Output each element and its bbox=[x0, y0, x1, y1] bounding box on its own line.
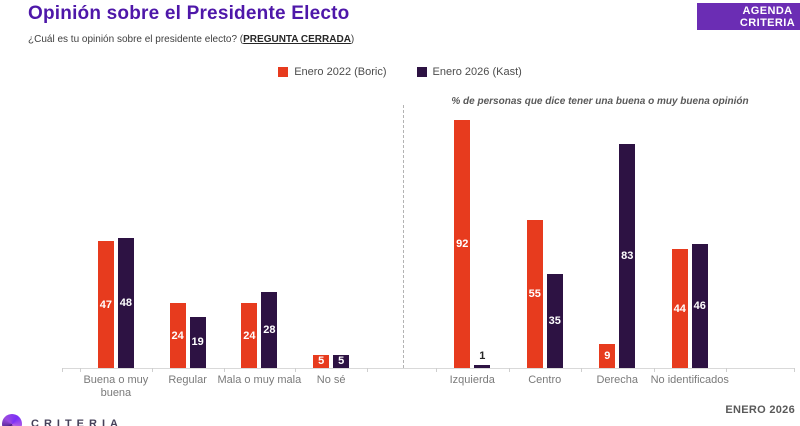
bar-enero-2026: 48 bbox=[117, 238, 134, 368]
period-label: ENERO 2026 bbox=[725, 404, 795, 416]
bar-value-label: 55 bbox=[528, 287, 541, 300]
bar-value-label: 5 bbox=[318, 355, 325, 368]
axis-tick bbox=[581, 368, 582, 372]
bar-enero-2022: 9 bbox=[599, 343, 616, 368]
legend-label-2026: Enero 2026 (Kast) bbox=[432, 66, 522, 78]
bar-pair: 92 1 bbox=[454, 119, 491, 368]
category-group: 92 1 Izquierda bbox=[436, 104, 509, 386]
axis-tick bbox=[436, 368, 437, 372]
bar-value-label: 92 bbox=[456, 237, 469, 250]
agenda-criteria-button[interactable]: AGENDA CRITERIA bbox=[697, 3, 800, 30]
page-title: Opinión sobre el Presidente Electo bbox=[28, 3, 350, 24]
question-subtitle: ¿Cuál es tu opinión sobre el presidente … bbox=[28, 34, 354, 45]
bar-enero-2026: 5 bbox=[333, 354, 350, 368]
criteria-logo-icon bbox=[2, 414, 22, 426]
axis-tick bbox=[151, 368, 153, 372]
legend-item-2022: Enero 2022 (Boric) bbox=[278, 66, 387, 78]
x-axis-line bbox=[62, 368, 795, 369]
category-label: Derecha bbox=[596, 374, 639, 386]
category-group: 47 48 Buena o muy buena bbox=[80, 104, 152, 399]
bar-value-label: 5 bbox=[338, 355, 345, 368]
bar-value-label: 28 bbox=[263, 324, 276, 337]
bar-enero-2022: 92 bbox=[454, 119, 471, 368]
category-label: Buena o muy buena bbox=[83, 374, 149, 400]
subtitle-prefix: ¿Cuál es tu opinión sobre el presidente … bbox=[28, 34, 244, 45]
category-group: 9 83 Derecha bbox=[581, 104, 654, 386]
bar-enero-2022: 24 bbox=[169, 303, 186, 368]
bar-value-label: 47 bbox=[99, 298, 112, 311]
legend-label-2022: Enero 2022 (Boric) bbox=[294, 66, 387, 78]
chart-legend: Enero 2022 (Boric) Enero 2026 (Kast) bbox=[0, 66, 800, 78]
bar-enero-2022: 5 bbox=[313, 354, 330, 368]
bar-pair: 24 19 bbox=[169, 303, 206, 368]
axis-tick bbox=[367, 368, 368, 372]
category-group: 44 46 No identificados bbox=[651, 104, 729, 386]
category-group: 55 35 Centro bbox=[509, 104, 582, 386]
criteria-logo: CRITERIA bbox=[2, 414, 123, 426]
bar-enero-2022: 44 bbox=[671, 249, 688, 368]
bar-value-label: 9 bbox=[604, 349, 611, 362]
legend-swatch-2026 bbox=[416, 67, 427, 77]
bar-pair: 55 35 bbox=[526, 219, 563, 368]
bar-pair: 47 48 bbox=[97, 238, 134, 368]
bar-pair: 44 46 bbox=[671, 243, 708, 368]
bar-enero-2026: 28 bbox=[261, 292, 278, 368]
bar-enero-2022: 47 bbox=[97, 241, 114, 368]
dashed-divider bbox=[403, 105, 404, 368]
bar-value-label: 83 bbox=[621, 249, 634, 262]
axis-tick bbox=[295, 368, 297, 372]
right-chart-annotation: % de personas que dice tener una buena o… bbox=[451, 96, 749, 107]
bar-pair: 24 28 bbox=[241, 292, 278, 368]
subtitle-emphasis: PREGUNTA CERRADA bbox=[243, 34, 351, 45]
category-group: 24 28 Mala o muy mala bbox=[217, 104, 301, 386]
category-group: 5 5 No sé bbox=[295, 104, 367, 386]
criteria-logo-text: CRITERIA bbox=[31, 418, 123, 426]
bar-value-label: 35 bbox=[548, 314, 561, 327]
legend-item-2026: Enero 2026 (Kast) bbox=[416, 66, 522, 78]
bar-enero-2026: 1 bbox=[474, 350, 491, 368]
legend-swatch-2022 bbox=[278, 67, 289, 77]
axis-tick bbox=[508, 368, 510, 372]
category-label: Centro bbox=[528, 374, 562, 386]
bar-enero-2022: 24 bbox=[241, 303, 258, 368]
bar-enero-2022: 55 bbox=[526, 219, 543, 368]
axis-tick bbox=[223, 368, 225, 372]
category-label: Regular bbox=[168, 374, 207, 386]
category-label: No identificados bbox=[650, 374, 729, 386]
bar-value-label: 24 bbox=[243, 329, 256, 342]
axis-tick bbox=[62, 368, 63, 372]
axis-tick bbox=[794, 368, 795, 372]
bar-enero-2026: 35 bbox=[546, 273, 563, 368]
bar-value-label: 46 bbox=[693, 299, 706, 312]
bar-value-label: 1 bbox=[479, 350, 486, 363]
bar-enero-2026: 83 bbox=[619, 143, 636, 368]
bar-value-label: 48 bbox=[119, 297, 132, 310]
axis-tick bbox=[726, 368, 727, 372]
axis-tick bbox=[80, 368, 81, 372]
axis-tick bbox=[653, 368, 655, 372]
bar-enero-2026: 46 bbox=[691, 243, 708, 368]
chart-opinion-general: 47 48 Buena o muy buena 24 19 Regular 24 28 Mala… bbox=[80, 104, 367, 399]
bar-value-label: 44 bbox=[673, 302, 686, 315]
subtitle-suffix: ) bbox=[350, 34, 355, 45]
category-group: 24 19 Regular bbox=[152, 104, 224, 386]
bar-enero-2026: 19 bbox=[189, 316, 206, 368]
bar-value-label: 24 bbox=[171, 329, 184, 342]
category-label: Izquierda bbox=[449, 374, 495, 386]
bar-pair: 9 83 bbox=[599, 143, 636, 368]
chart-opinion-by-ideology: 92 1 Izquierda 55 35 Centro 9 83 Derecha 44 46 No i… bbox=[436, 104, 729, 386]
category-label: Mala o muy mala bbox=[217, 374, 302, 386]
bar-value-label: 19 bbox=[191, 336, 204, 349]
category-label: No sé bbox=[316, 374, 346, 386]
